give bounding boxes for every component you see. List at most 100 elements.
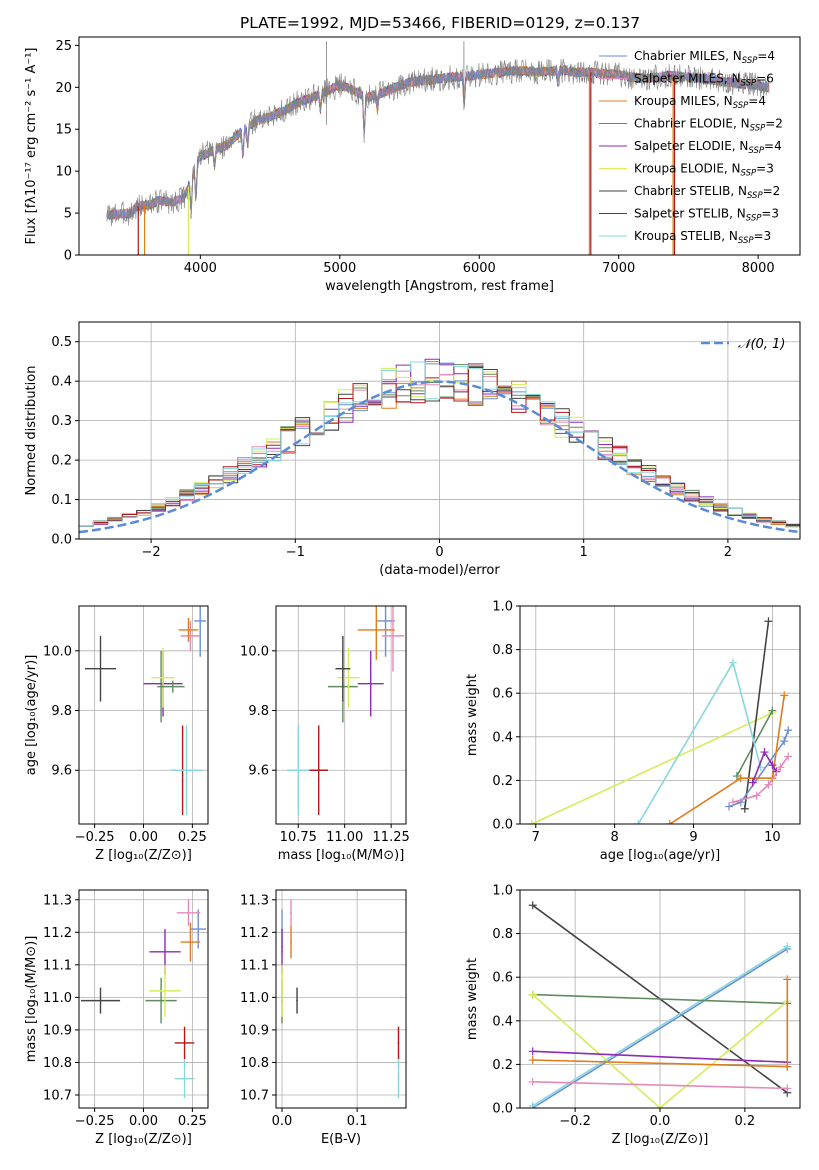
- series-marker: [783, 1084, 792, 1093]
- series-line: [532, 1081, 788, 1090]
- y-tick-label: 0.4: [492, 730, 513, 745]
- errorbar-kroupa-elodie: [149, 964, 181, 1017]
- series-kroupa-stelib: [634, 658, 765, 824]
- errorbar-kroupa-miles: [180, 922, 201, 962]
- y-tick-label: 11.1: [43, 958, 72, 973]
- series-marker: [725, 802, 734, 811]
- series-marker: [528, 1077, 537, 1086]
- y-tick-label: 0.1: [51, 493, 72, 508]
- errorbar-salpeter-stelib: [174, 1026, 195, 1060]
- x-tick-label: 9: [689, 830, 697, 845]
- axes-frame: [275, 889, 407, 1109]
- x-tick-label: 2: [724, 545, 732, 560]
- x-tick-label: 0.0: [272, 1114, 293, 1129]
- series-salpeter-miles: [728, 752, 793, 807]
- axes-frame: [519, 605, 801, 825]
- x-tick-label: −0.25: [75, 830, 115, 845]
- errorbar-kroupa-elodie: [281, 964, 283, 1017]
- y-axis-label: mass weight: [465, 958, 480, 1040]
- histogram-plot-area: [79, 358, 800, 534]
- figure-title: PLATE=1992, MJD=53466, FIBERID=0129, z=0…: [240, 14, 640, 32]
- legend-label-count: =6: [756, 72, 774, 86]
- x-tick-label: −0.2: [559, 1114, 591, 1129]
- x-tick-label: 0.1: [347, 1114, 368, 1129]
- y-tick-label: 0.2: [492, 774, 513, 789]
- y-tick-label: 11.3: [43, 893, 72, 908]
- errorbar-salpeter-elodie: [357, 650, 384, 717]
- weight-vs-metallicity-panel: −0.2 0.0 0.2 0.0 0.2 0.4 0.6 0.8 1.0 Z [log₁₀(Z/Z…: [465, 884, 801, 1147]
- series-marker: [665, 820, 674, 824]
- legend-label-subscript: SSP: [750, 124, 766, 134]
- legend-entry: Chabrier MILES, NSSP=4: [599, 49, 775, 66]
- spectrum-panel: 4000 5000 6000 7000 8000 0 5 10 15 20 25 wavelength…: [24, 36, 801, 294]
- y-tick-label: 0.8: [492, 927, 513, 942]
- y-tick-label: 11.0: [240, 991, 269, 1006]
- errorbar-kroupa-miles: [357, 606, 395, 660]
- series-line: [532, 1059, 788, 1068]
- x-tick-label: 11.00: [326, 830, 363, 845]
- legend-label-subscript: SSP: [733, 101, 749, 111]
- y-axis-label: mass weight: [465, 674, 480, 756]
- age-vs-mass-plot-area: [287, 606, 405, 816]
- series-marker: [780, 737, 789, 746]
- series-marker: [528, 1056, 537, 1065]
- y-tick-label: 10.0: [240, 644, 269, 659]
- legend-entry: Salpeter MILES, NSSP=6: [599, 72, 774, 89]
- series-marker: [784, 752, 793, 761]
- x-axis-label: mass [log₁₀(M/M⊙)]: [278, 848, 405, 863]
- series-marker: [528, 1101, 537, 1108]
- y-tick-label: 0.2: [51, 454, 72, 469]
- y-tick-label: 9.8: [248, 704, 269, 719]
- errorbar-chabrier-stelib: [84, 635, 117, 702]
- errorbar-salpeter-miles: [290, 899, 292, 926]
- series-marker: [764, 617, 773, 626]
- y-tick-label: 0.4: [51, 375, 72, 390]
- series-marker: [656, 1104, 664, 1108]
- y-tick-label: 0.3: [51, 414, 72, 429]
- errorbar-salpeter-stelib: [309, 725, 328, 816]
- legend-label: Chabrier MILES, NSSP=4: [634, 49, 775, 66]
- x-tick-label: 1: [580, 545, 588, 560]
- legend-entry: Chabrier ELODIE, NSSP=2: [599, 117, 783, 134]
- y-tick-label: 1.0: [492, 600, 513, 615]
- x-tick-label: 8000: [742, 261, 775, 276]
- legend-label-subscript: SSP: [747, 191, 763, 201]
- y-axis-label: mass [log₁₀(M/M⊙)]: [24, 936, 39, 1063]
- errorbar-kroupa-miles: [290, 925, 292, 959]
- y-tick-label: 0.0: [492, 818, 513, 833]
- errorbar-chabrier-stelib: [296, 987, 298, 1014]
- legend-entry: Kroupa STELIB, NSSP=3: [599, 229, 771, 246]
- series-line: [751, 750, 777, 783]
- y-tick-label: 25: [55, 39, 72, 54]
- legend-entry: Salpeter STELIB, NSSP=3: [599, 207, 779, 224]
- legend-entry: Salpeter ELODIE, NSSP=4: [599, 139, 782, 156]
- mass-vs-ebv-plot-area: [281, 899, 400, 1099]
- errorbar-salpeter-miles: [381, 606, 405, 672]
- weight-vs-age-panel: 7 8 9 10 0.0 0.2 0.4 0.6 0.8 1.0 age [log₁₀(age/yr…: [465, 600, 801, 863]
- x-axis-label: E(B-V): [321, 1132, 361, 1147]
- series-line: [532, 946, 788, 1107]
- series-line: [532, 1050, 788, 1063]
- errorbar-kroupa-miles: [178, 617, 199, 642]
- y-tick-label: 0.5: [51, 335, 72, 350]
- series-chabrier-miles: [725, 726, 793, 811]
- errorbar-chabrier-stelib: [80, 987, 121, 1014]
- y-tick-label: 0: [64, 249, 72, 264]
- legend-label: Salpeter STELIB, NSSP=3: [634, 207, 779, 224]
- x-axis-label: Z [log₁₀(Z/Z⊙)]: [612, 1132, 709, 1147]
- series-marker: [760, 748, 769, 757]
- x-tick-label: 0.2: [735, 1114, 756, 1129]
- series-kroupa-miles: [665, 691, 789, 824]
- y-axis-label: Normed distribution: [24, 366, 39, 496]
- series-marker: [768, 706, 777, 715]
- age-vs-metallicity-panel: −0.25 0.00 0.25 9.6 9.8 10.0 Z [log₁₀(Z/Z⊙)] ag…: [24, 605, 209, 863]
- legend-label-count: =4: [748, 94, 766, 108]
- x-tick-label: 11.25: [373, 830, 410, 845]
- legend-label-subscript: SSP: [746, 214, 762, 224]
- legend-label-subscript: SSP: [738, 236, 754, 246]
- legend-label: Kroupa MILES, NSSP=4: [634, 94, 766, 111]
- y-tick-label: 0.4: [492, 1014, 513, 1029]
- x-tick-label: 10: [764, 830, 781, 845]
